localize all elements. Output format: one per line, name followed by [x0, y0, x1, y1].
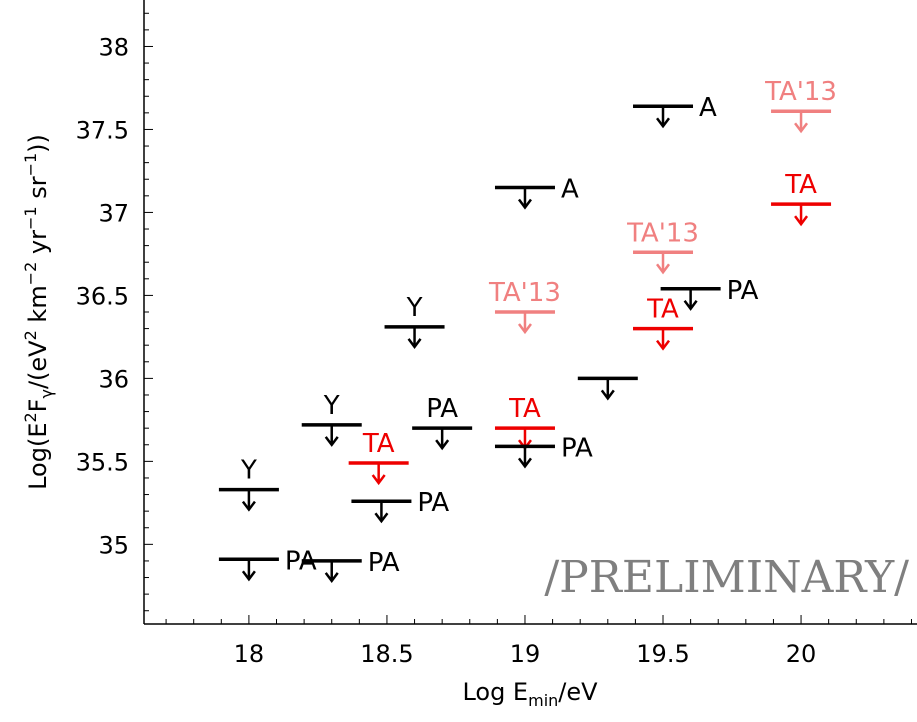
upper-limit-marker — [771, 202, 832, 227]
point-label: Y — [240, 456, 257, 486]
point-label: TA — [784, 170, 817, 200]
x-tick-label: 19 — [510, 640, 541, 668]
upper-limit-marker — [301, 559, 362, 584]
y-tick-label: 38 — [98, 33, 129, 61]
y-axis-title: Log(E2Fγ/(eV2 km−2 yr−1 sr−1)) — [21, 134, 56, 490]
upper-limit-marker — [494, 310, 555, 335]
axis-ticks: 18 18.5 19 19.5 20 35 35.5 36 36.5 37 37.5 38 — [76, 12, 912, 668]
point-label: TA — [508, 394, 541, 424]
y-tick-label: 35 — [98, 531, 129, 559]
y-tick-label: 36 — [98, 365, 129, 393]
upper-limit-marker — [384, 325, 445, 350]
upper-limit-marker — [301, 423, 362, 447]
upper-limit-marker — [494, 444, 555, 469]
upper-limit-marker — [633, 250, 694, 275]
upper-limit-marker — [351, 499, 412, 524]
upper-limit-marker — [348, 461, 409, 486]
point-label: TA'13 — [626, 218, 699, 248]
upper-limit-marker — [660, 287, 721, 311]
x-tick-label: 20 — [786, 640, 817, 668]
upper-limit-marker — [633, 104, 694, 129]
point-label: TA'13 — [488, 278, 561, 308]
x-tick-label: 18.5 — [360, 640, 413, 668]
point-label: Y — [406, 293, 423, 323]
point-label: PA — [368, 548, 400, 578]
point-label: PA — [561, 433, 593, 463]
upper-limit-marker — [577, 376, 638, 401]
upper-limit-marker — [494, 185, 555, 210]
watermark-text: /PRELIMINARY/ — [544, 552, 909, 603]
point-label: A — [699, 93, 717, 123]
point-label: TA — [362, 429, 395, 459]
y-tick-label: 35.5 — [76, 448, 129, 476]
point-label: TA — [646, 295, 679, 325]
x-axis-title: Log Emin/eV — [462, 678, 598, 710]
point-label: PA — [417, 488, 449, 518]
upper-limit-marker — [633, 326, 694, 351]
point-label: TA'13 — [764, 77, 837, 107]
y-tick-label: 36.5 — [76, 282, 129, 310]
x-tick-label: 18 — [234, 640, 265, 668]
y-tick-label: 37.5 — [76, 116, 129, 144]
point-label: PA — [727, 276, 759, 306]
upper-limit-marker — [218, 487, 279, 512]
upper-limit-marker — [218, 557, 279, 582]
x-tick-label: 19.5 — [636, 640, 689, 668]
upper-limit-marker — [412, 426, 473, 451]
y-tick-label: 37 — [98, 199, 129, 227]
point-label: PA — [426, 394, 458, 424]
point-label: A — [561, 175, 579, 205]
point-label: Y — [323, 391, 340, 421]
upper-limit-marker — [771, 109, 832, 134]
